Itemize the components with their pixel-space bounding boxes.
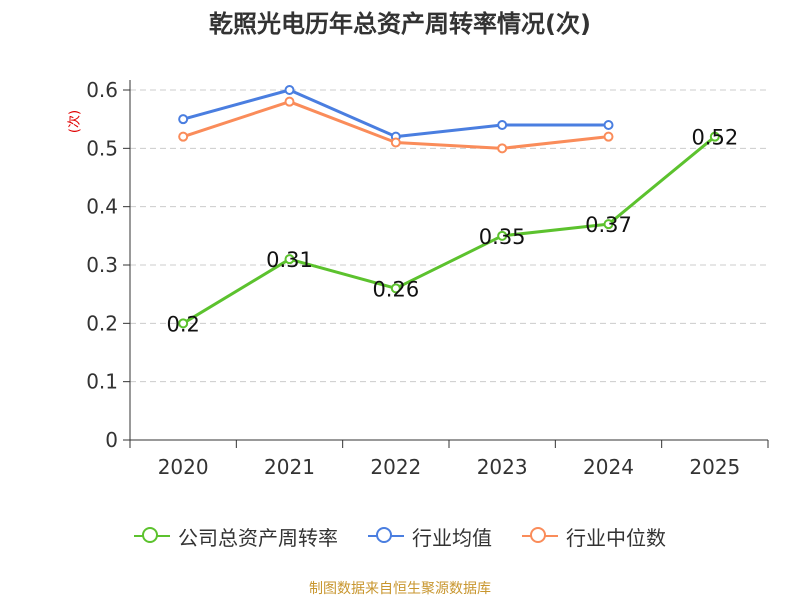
chart-title: 乾照光电历年总资产周转率情况(次) bbox=[209, 10, 591, 38]
legend-item-company[interactable]: 公司总资产周转率 bbox=[134, 522, 338, 551]
legend-line-circle-icon bbox=[522, 526, 558, 546]
y-tick-label: 0.3 bbox=[86, 253, 118, 277]
data-point bbox=[178, 318, 189, 329]
x-tick-label: 2025 bbox=[689, 455, 740, 479]
data-source-footer: 制图数据来自恒生聚源数据库 bbox=[309, 581, 491, 597]
data-label: 0.2 bbox=[166, 312, 199, 336]
data-label: 0.26 bbox=[372, 277, 419, 301]
legend-item-industry-mean[interactable]: 行业均值 bbox=[368, 522, 492, 551]
data-label: 0.52 bbox=[691, 126, 738, 150]
legend-label-industry-mean: 行业均值 bbox=[412, 525, 492, 550]
data-point bbox=[284, 96, 295, 107]
data-point bbox=[709, 131, 720, 142]
data-point bbox=[178, 114, 189, 125]
data-point bbox=[497, 143, 508, 154]
data-point bbox=[284, 254, 295, 265]
data-point bbox=[390, 283, 401, 294]
y-tick-label: 0.2 bbox=[86, 311, 118, 335]
y-tick-label: 0.1 bbox=[86, 370, 118, 394]
y-tick-label: 0.4 bbox=[86, 195, 118, 219]
y-tick-label: 0.5 bbox=[86, 136, 118, 160]
series-line-0 bbox=[182, 135, 716, 325]
data-point bbox=[497, 120, 508, 130]
x-tick-label: 2023 bbox=[477, 455, 528, 479]
data-point bbox=[497, 230, 508, 241]
data-label: 0.37 bbox=[585, 213, 632, 237]
chart-legend: 公司总资产周转率 行业均值 行业中位数 bbox=[0, 520, 800, 552]
data-point bbox=[603, 120, 614, 130]
y-tick-label: 0.6 bbox=[86, 78, 118, 102]
x-tick-label: 2022 bbox=[370, 455, 421, 479]
legend-label-company: 公司总资产周转率 bbox=[178, 525, 338, 550]
legend-line-circle-icon bbox=[134, 526, 170, 546]
data-point bbox=[603, 219, 614, 230]
x-tick-label: 2020 bbox=[158, 455, 209, 479]
data-point bbox=[390, 137, 401, 148]
x-tick-label: 2021 bbox=[264, 455, 315, 479]
legend-item-industry-median[interactable]: 行业中位数 bbox=[522, 522, 666, 551]
y-tick-label: 0 bbox=[105, 428, 118, 452]
data-label: 0.35 bbox=[479, 225, 526, 249]
series-line-1 bbox=[182, 88, 609, 139]
legend-label-industry-median: 行业中位数 bbox=[566, 525, 666, 550]
x-tick-label: 2024 bbox=[583, 455, 634, 479]
data-label: 0.31 bbox=[266, 248, 313, 272]
data-point bbox=[284, 85, 295, 95]
data-point bbox=[603, 131, 614, 142]
legend-line-circle-icon bbox=[368, 526, 404, 546]
data-point bbox=[178, 131, 189, 142]
